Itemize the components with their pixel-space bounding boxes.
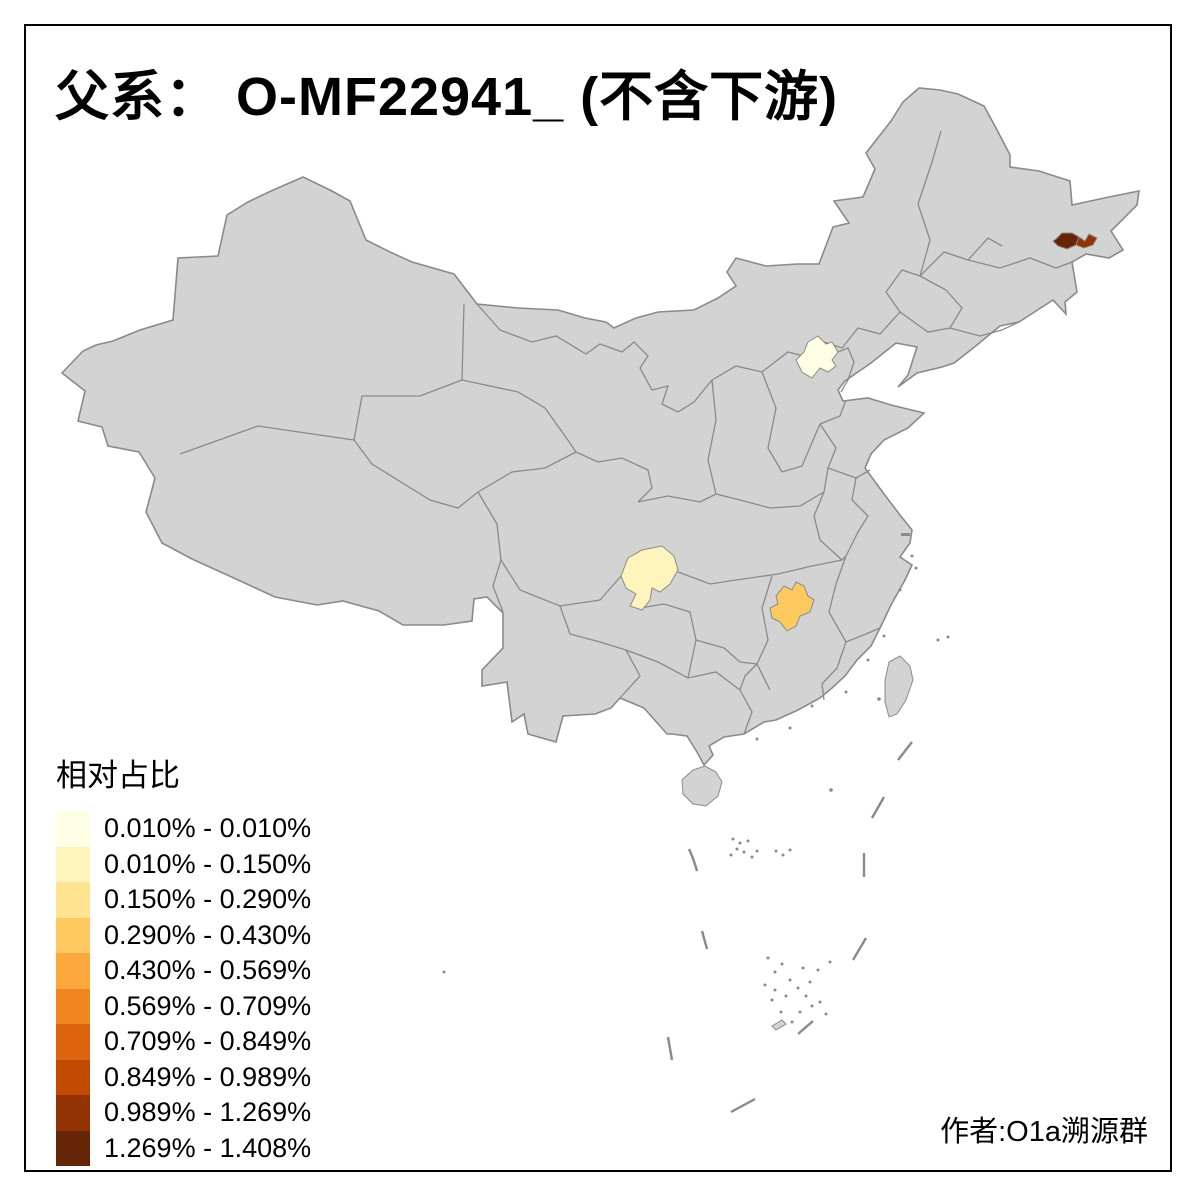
legend-swatch <box>56 988 90 1024</box>
legend-label: 1.269% - 1.408% <box>104 1132 312 1163</box>
legend-swatch <box>56 1095 90 1131</box>
sea-islands <box>442 533 950 1024</box>
legend-label: 0.290% - 0.430% <box>104 919 312 950</box>
legend-label: 0.569% - 0.709% <box>104 990 312 1021</box>
legend-label: 0.150% - 0.290% <box>104 884 312 915</box>
legend-item: 0.849% - 0.989% <box>56 1059 312 1095</box>
map-land <box>60 87 1140 1031</box>
legend-item: 0.010% - 0.150% <box>56 846 312 882</box>
legend-item: 0.430% - 0.569% <box>56 953 311 989</box>
region-chongqing-area <box>620 545 679 611</box>
legend-label: 0.010% - 0.150% <box>104 848 312 879</box>
legend-item: 1.269% - 1.408% <box>56 1130 312 1166</box>
legend-item: 0.709% - 0.849% <box>56 1024 311 1060</box>
hainan-island <box>681 765 723 807</box>
legend-label: 0.010% - 0.010% <box>104 813 312 844</box>
legend-title: 相对占比 <box>56 758 180 793</box>
region-beijing-area <box>795 335 839 379</box>
legend-swatch <box>56 953 90 989</box>
mainland-outline <box>60 87 1140 767</box>
legend-item: 0.569% - 0.709% <box>56 988 312 1024</box>
small-island-south <box>771 1019 787 1031</box>
legend-label: 0.709% - 0.849% <box>104 1026 312 1057</box>
legend-item: 0.010% - 0.010% <box>56 811 311 847</box>
legend-label: 0.849% - 0.989% <box>104 1061 312 1092</box>
legend-item: 0.150% - 0.290% <box>56 882 311 918</box>
page-title: 父系： O-MF22941_ (不含下游) <box>55 67 839 127</box>
region-hunan-east-area <box>769 581 815 632</box>
legend-swatch <box>56 1059 90 1095</box>
attribution-text: 作者:O1a溯源群 <box>940 1116 1148 1148</box>
nine-dash-line <box>666 741 913 1114</box>
legend: 相对占比 0.010% - 0.010% 0.010% - 0.150% 0.1… <box>56 750 311 1166</box>
taiwan-island <box>884 655 914 718</box>
plot-frame <box>24 24 1172 1172</box>
highlighted-regions <box>620 232 1098 632</box>
legend-swatch <box>56 917 90 953</box>
legend-swatch <box>56 1130 90 1166</box>
legend-swatch <box>56 846 90 882</box>
legend-item: 0.989% - 1.269% <box>56 1095 311 1131</box>
legend-swatch <box>56 882 90 918</box>
legend-label: 0.989% - 1.269% <box>104 1097 312 1128</box>
legend-item: 0.290% - 0.430% <box>56 917 312 953</box>
legend-swatch <box>56 1024 90 1060</box>
legend-swatch <box>56 811 90 847</box>
map-root <box>60 87 1140 1114</box>
province-borders <box>179 130 1073 735</box>
region-northeast-east <box>1075 233 1098 249</box>
legend-label: 0.430% - 0.569% <box>104 955 312 986</box>
